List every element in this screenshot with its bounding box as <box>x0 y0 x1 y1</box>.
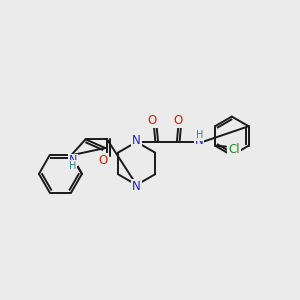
Text: H: H <box>69 161 76 171</box>
Text: O: O <box>173 114 183 127</box>
Text: O: O <box>148 114 157 127</box>
Text: N: N <box>195 134 203 147</box>
Text: Cl: Cl <box>228 143 240 156</box>
Text: N: N <box>132 134 141 147</box>
Text: H: H <box>196 130 203 140</box>
Text: N: N <box>68 155 77 165</box>
Text: O: O <box>99 154 108 167</box>
Text: N: N <box>132 180 141 193</box>
